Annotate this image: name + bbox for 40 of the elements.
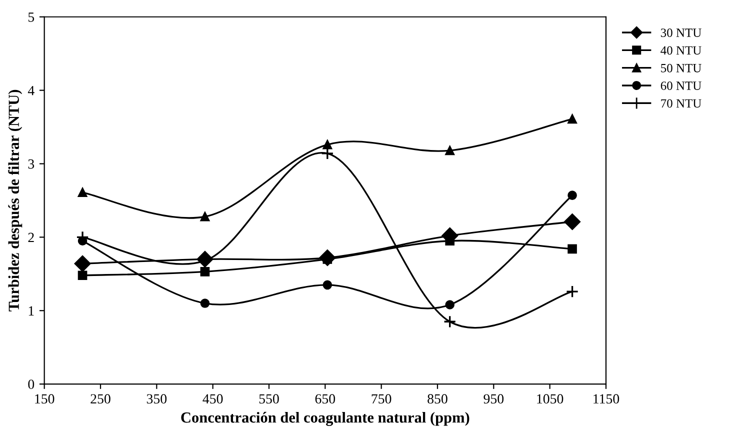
x-tick-label: 1150 — [594, 394, 620, 404]
x-tick-label: 950 — [484, 394, 504, 404]
x-axis-title: Concentración del coagulante natural (ppm) — [181, 412, 470, 426]
point — [443, 315, 456, 328]
point — [78, 188, 88, 198]
legend-label: 50 NTU — [661, 64, 702, 72]
y-tick-label: 1 — [28, 306, 34, 316]
x-tick-label: 350 — [146, 394, 167, 404]
x-tick-label: 250 — [90, 394, 110, 404]
point — [200, 298, 210, 308]
x-tick-label: 650 — [315, 394, 336, 404]
point — [568, 114, 577, 124]
y-axis-title: Turbidez después de filtrar (NTU) — [8, 90, 22, 312]
legend-label: 40 NTU — [660, 46, 702, 55]
point — [322, 140, 332, 150]
point — [566, 285, 579, 298]
point — [568, 244, 577, 254]
point — [200, 267, 210, 276]
point — [74, 255, 91, 272]
y-tick-label: 5 — [28, 12, 34, 22]
x-tick-label: 550 — [259, 394, 279, 404]
point — [445, 300, 454, 310]
point — [445, 146, 454, 156]
y-tick-label: 4 — [28, 86, 34, 96]
point — [568, 190, 577, 200]
x-tick-label: 1050 — [537, 394, 564, 404]
y-tick-label: 0 — [28, 380, 34, 390]
legend-label: 30 NTU — [660, 28, 702, 37]
x-tick-label: 750 — [372, 394, 392, 404]
point — [200, 212, 210, 222]
x-tick-label: 150 — [35, 394, 54, 404]
point — [322, 280, 332, 290]
x-tick-label: 450 — [202, 394, 223, 404]
y-tick-label: 3 — [28, 159, 34, 169]
point — [564, 214, 580, 230]
x-tick-label: 850 — [428, 394, 448, 404]
legend-label: 70 NTU — [661, 99, 702, 108]
y-tick-label: 2 — [28, 232, 34, 242]
legend-label: 60 NTU — [660, 82, 702, 90]
point — [78, 270, 88, 280]
